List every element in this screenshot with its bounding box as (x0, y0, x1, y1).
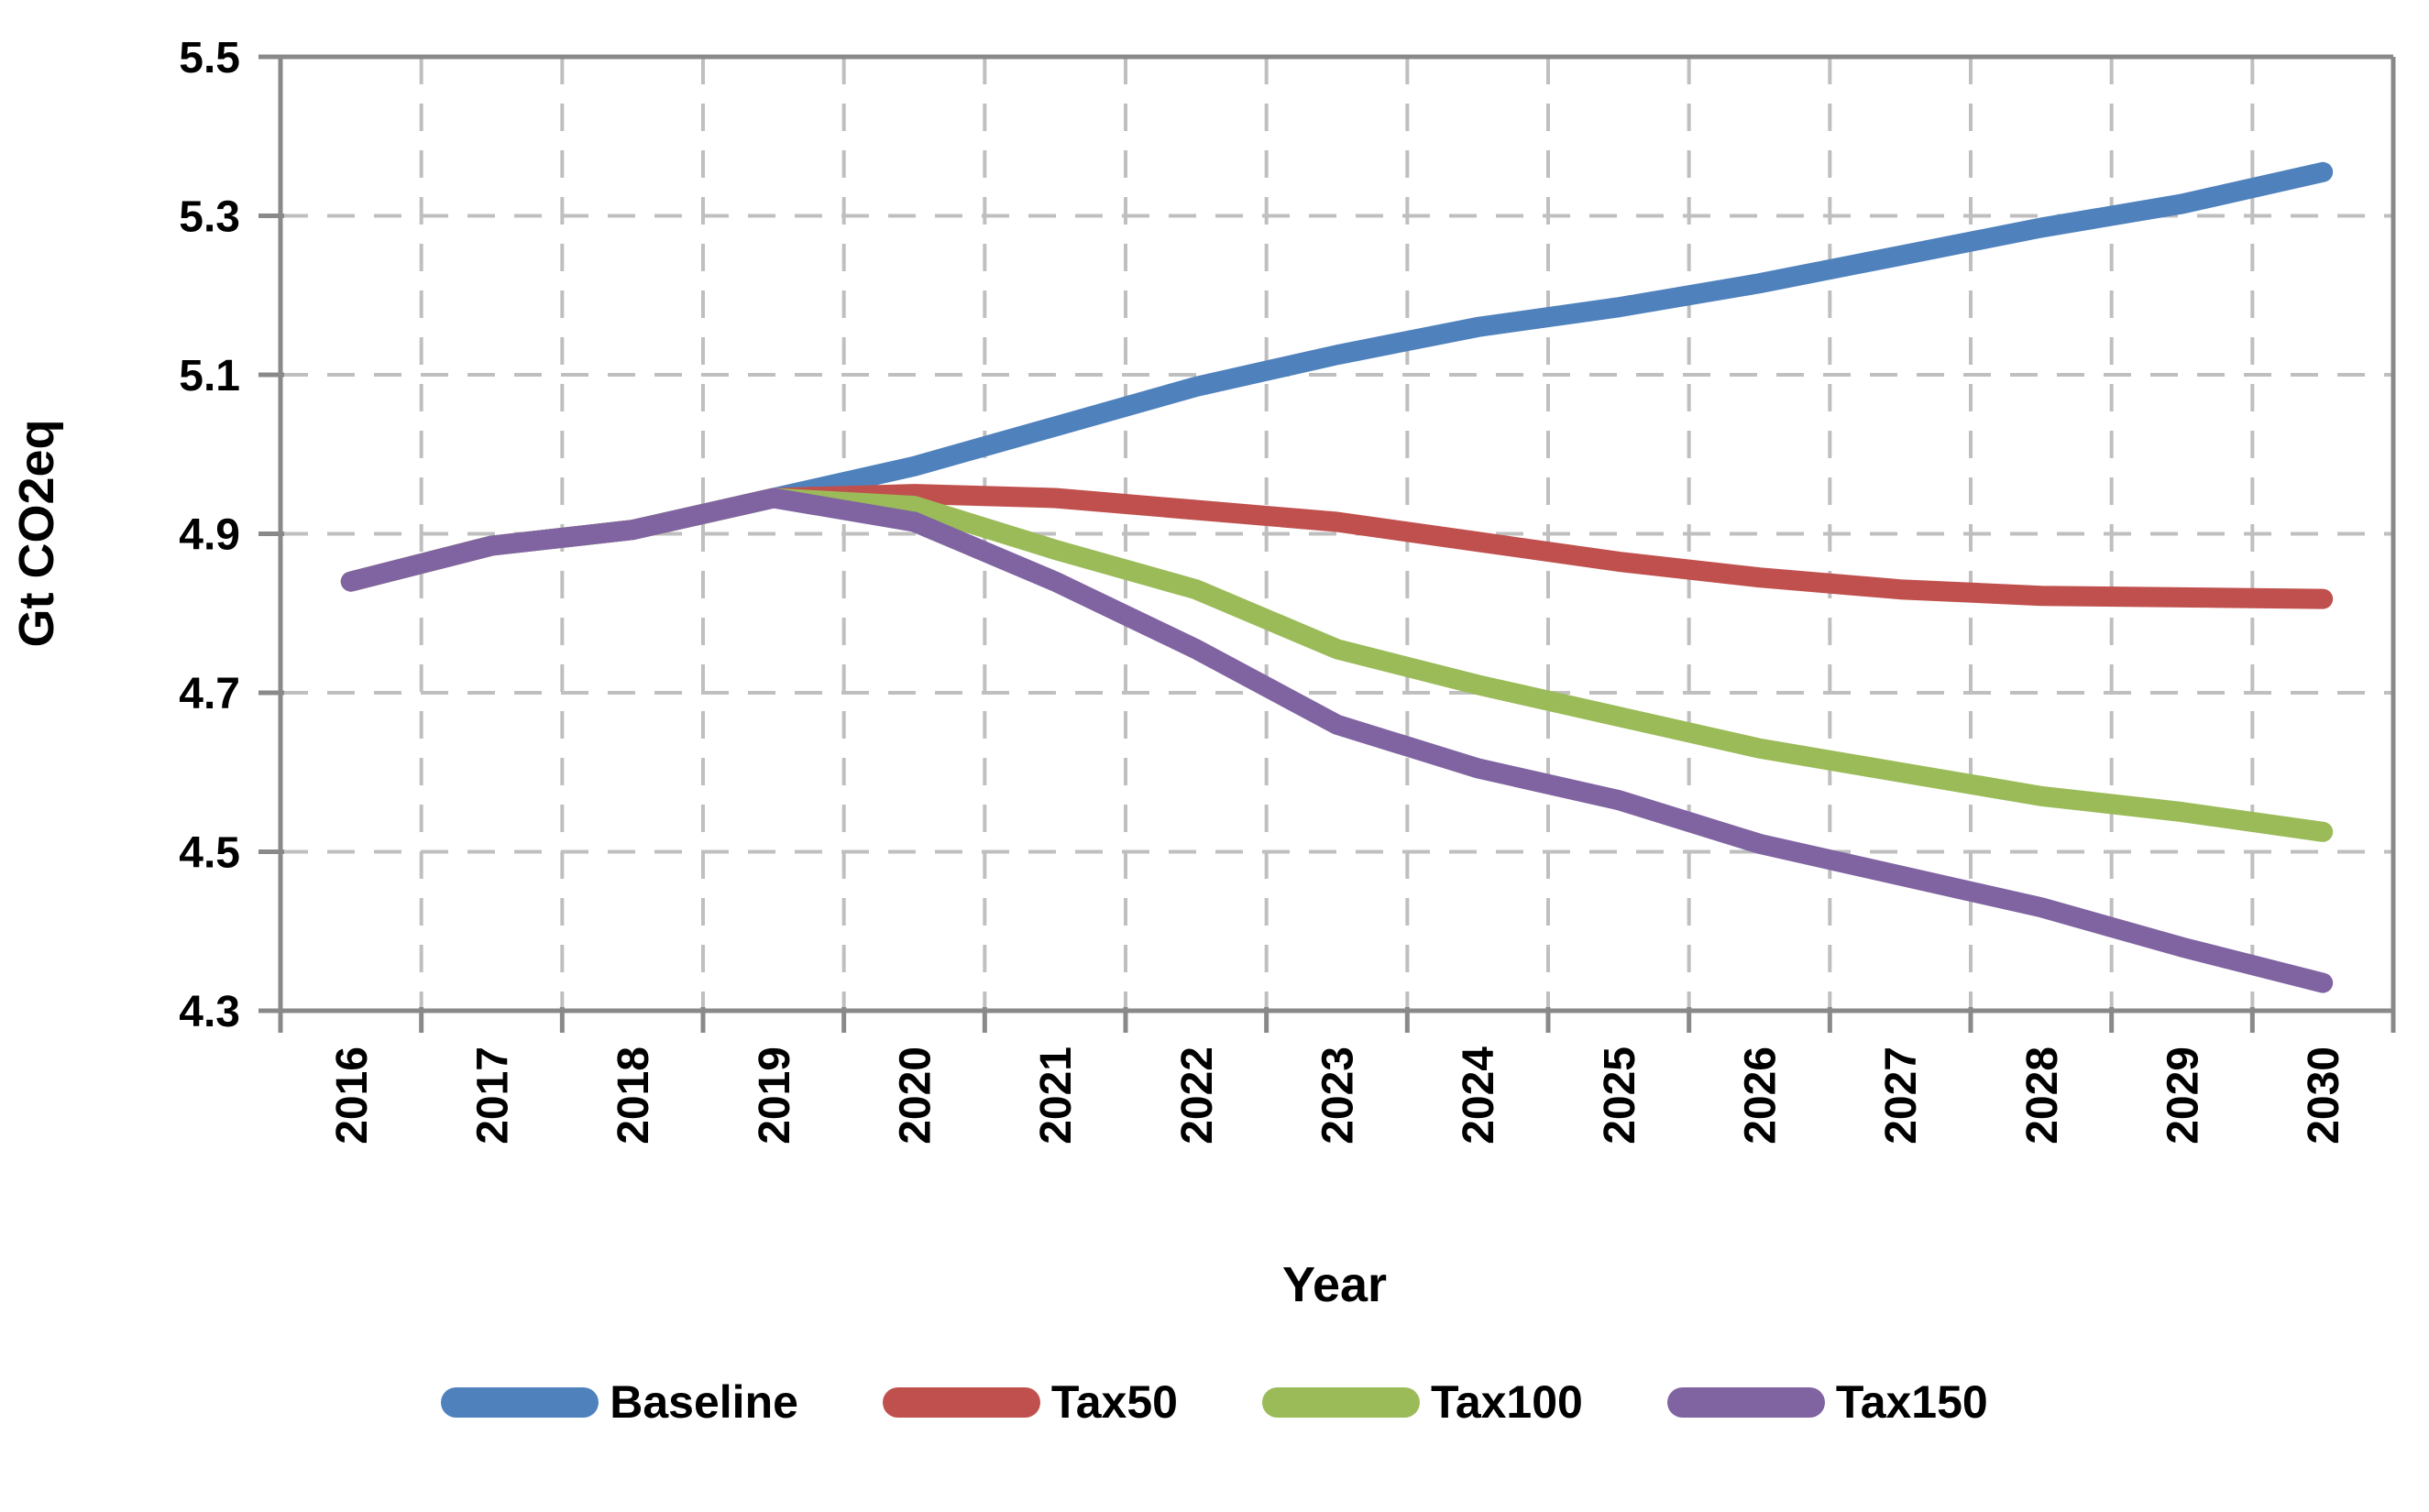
x-tick-label: 2022 (1173, 1046, 1222, 1145)
legend-item-tax100: Tax100 (1261, 1376, 1583, 1428)
x-axis-title: Year (1282, 1257, 1387, 1312)
x-tick-label: 2018 (610, 1046, 658, 1145)
x-tick-label: 2030 (2300, 1046, 2348, 1145)
legend-label-tax150: Tax150 (1835, 1376, 1988, 1428)
y-tick-label: 4.9 (179, 511, 240, 560)
axes (258, 54, 2396, 1033)
x-tick-label: 2019 (751, 1046, 799, 1145)
x-tick-label: 2027 (1877, 1046, 1926, 1145)
x-tick-label: 2028 (2018, 1046, 2067, 1145)
series-line-tax150 (340, 488, 2334, 993)
y-tick-label: 4.5 (179, 829, 240, 878)
x-tick-label: 2016 (328, 1046, 377, 1145)
x-tick-label: 2020 (892, 1046, 940, 1145)
legend-swatch-baseline (441, 1386, 599, 1418)
x-tick-label: 2024 (1455, 1046, 1503, 1145)
x-tick-label: 2023 (1314, 1046, 1363, 1145)
legend-label-tax100: Tax100 (1430, 1376, 1583, 1428)
y-tick-label: 4.3 (179, 988, 240, 1036)
y-tick-label: 5.3 (179, 193, 240, 242)
legend-swatch-tax50 (882, 1386, 1040, 1418)
y-axis-title: Gt CO2eq (9, 419, 64, 647)
legend-swatch-tax150 (1666, 1386, 1825, 1418)
legend-item-tax150: Tax150 (1666, 1376, 1988, 1428)
tick-labels: 4.3 4.5 4.7 4.9 5.1 5.3 5.5 2016 2017 2018 2019 202… (179, 34, 2348, 1145)
x-tick-label: 2021 (1032, 1046, 1081, 1145)
chart-legend: Baseline Tax50 Tax100 Tax150 (0, 1379, 2429, 1425)
legend-item-baseline: Baseline (441, 1379, 798, 1425)
x-tick-label: 2029 (2160, 1046, 2208, 1145)
legend-item-tax50: Tax50 (882, 1376, 1178, 1428)
legend-label-tax50: Tax50 (1050, 1376, 1178, 1428)
y-tick-label: 4.7 (179, 670, 240, 718)
x-tick-label: 2025 (1596, 1046, 1644, 1145)
y-tick-label: 5.5 (179, 34, 240, 82)
x-tick-label: 2017 (469, 1046, 518, 1145)
legend-swatch-tax100 (1261, 1386, 1420, 1418)
series-line-tax100 (340, 488, 2334, 842)
legend-label-baseline: Baseline (610, 1376, 798, 1428)
series-lines (340, 161, 2334, 993)
series-line-tax50 (340, 484, 2334, 609)
y-tick-label: 5.1 (179, 352, 240, 400)
x-tick-label: 2026 (1737, 1046, 1786, 1145)
